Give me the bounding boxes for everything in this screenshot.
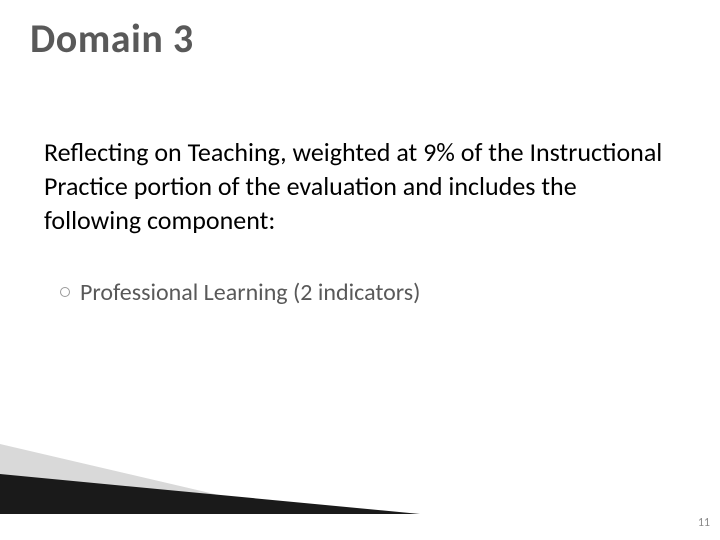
body-text: Reflecting on Teaching, weighted at 9% o… xyxy=(44,136,664,237)
slide: Domain 3 Reflecting on Teaching, weighte… xyxy=(0,0,720,540)
bullet-ring-icon xyxy=(60,287,70,297)
page-number: 11 xyxy=(698,516,710,530)
sub-bullet-text: Professional Learning (2 indicators) xyxy=(80,278,420,307)
slide-title: Domain 3 xyxy=(30,14,194,63)
sub-bullet-row: Professional Learning (2 indicators) xyxy=(60,278,660,307)
